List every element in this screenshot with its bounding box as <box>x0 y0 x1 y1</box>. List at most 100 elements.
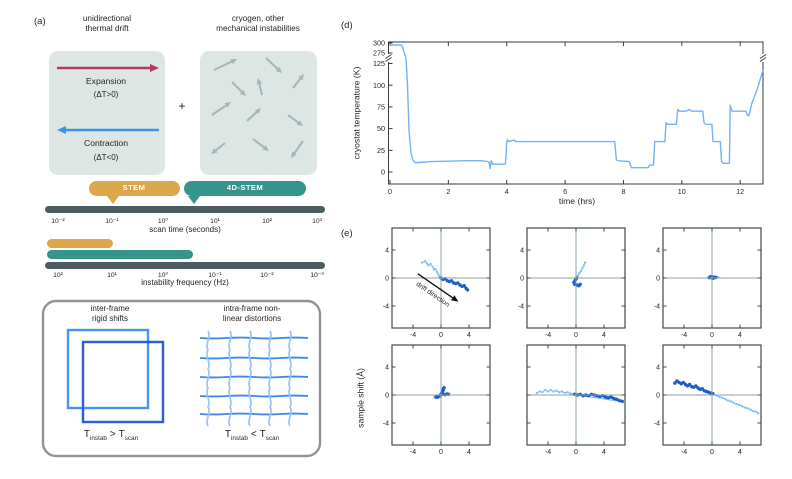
stem-pointer-icon <box>107 196 119 204</box>
instability-box-title-line2: mechanical instabilities <box>216 24 300 33</box>
relation-lhs: T <box>224 429 232 440</box>
instability-axis-label: instability frequency (Hz) <box>141 278 229 287</box>
trajectory-light-point <box>729 400 733 403</box>
drift-direction-label: drift direction <box>415 281 451 309</box>
frame-square-1 <box>66 328 150 410</box>
4d-stem-badge-label: 4D-STEM <box>226 183 264 192</box>
trajectory-dark-point <box>598 394 602 399</box>
subplot-y-tick-label: -4 <box>654 420 660 427</box>
trajectory-dark-point <box>456 281 460 285</box>
scan-time-tick-label: 10⁻¹ <box>105 218 119 225</box>
instability-arrow-head <box>256 78 263 85</box>
axis-break-icon <box>385 57 392 62</box>
instability-arrow-head <box>239 89 246 96</box>
panel-a-label: (a) <box>34 16 46 27</box>
y-tick-label: 275 <box>373 49 385 58</box>
relation-lhs: T <box>83 429 91 440</box>
subplot-x-tick-label: -4 <box>410 332 416 339</box>
grid-vertical-wavy-line <box>228 330 232 427</box>
scan-time-axis-label: scan time (seconds) <box>149 225 221 234</box>
trajectory-dark-point <box>449 279 454 283</box>
instability-box-title-line1: cryogen, other <box>231 14 285 23</box>
subplot-y-tick-label: 0 <box>385 275 389 282</box>
trajectory-light-point <box>546 390 550 393</box>
intraframe-title-line1: intra-frame non- <box>223 304 281 313</box>
scan-time-tick-label: 10³ <box>312 218 323 225</box>
intraframe-relation: Tinstab < Tscan <box>224 429 280 443</box>
trajectory-dark-point <box>700 387 704 391</box>
subplot-x-tick-label: 4 <box>602 332 606 339</box>
plus-sign: + <box>178 99 186 113</box>
instability-arrow <box>293 140 304 154</box>
trajectory-dark-point <box>617 398 622 403</box>
grid-horizontal-line <box>199 394 309 398</box>
trajectory-light-point <box>420 261 424 264</box>
instability-arrow-head <box>275 66 282 73</box>
trajectory-light-point <box>718 395 721 399</box>
trajectory-light-point <box>538 390 541 393</box>
temperature-curve <box>389 44 764 170</box>
trajectory-dark-point <box>606 396 610 400</box>
trajectory-light-point <box>566 391 569 394</box>
axis-break-icon <box>759 54 767 59</box>
instability-arrow <box>246 111 258 122</box>
x-tick-label: 8 <box>621 187 625 196</box>
subplot-x-tick-label: 4 <box>738 332 742 339</box>
subplot-y-tick-label: 0 <box>520 275 524 282</box>
expansion-arrow-head <box>150 64 159 72</box>
scan-time-tick-label: 10¹ <box>210 218 221 225</box>
subplot-x-tick-label: 4 <box>467 449 471 456</box>
trajectory-light-point <box>732 401 735 404</box>
sample-shift-axis-label: sample shift (Å) <box>355 368 366 428</box>
grid-horizontal-line <box>199 375 309 379</box>
instability-arrow-head <box>224 102 231 108</box>
trajectory-light-point <box>743 406 747 409</box>
subplot-x-tick-label: 0 <box>439 449 443 456</box>
relation-rhs-sub: scan <box>265 435 280 442</box>
trajectory-dark-point <box>609 395 613 399</box>
instability-arrow <box>211 104 227 116</box>
instability-arrow <box>213 60 233 71</box>
grid-vertical-wavy-line <box>268 330 272 427</box>
subplot-y-tick-label: 4 <box>656 364 660 371</box>
grid-vertical-wavy-line <box>206 330 210 427</box>
trajectory-light-point <box>721 396 724 399</box>
relation-rhs: T <box>118 429 125 440</box>
4d-stem-badge <box>184 181 306 196</box>
axis-break-gap <box>760 54 766 62</box>
x-tick-label: 12 <box>736 187 744 196</box>
intraframe-title-line2: linear distortions <box>222 314 282 323</box>
subplot-y-tick-label: -4 <box>518 303 524 310</box>
trajectory-light-point <box>746 407 749 410</box>
trajectory-light-point <box>560 390 564 393</box>
trajectory-light-point <box>757 412 760 415</box>
contraction-label: Contraction <box>84 138 128 148</box>
axis-break-gap <box>386 54 391 62</box>
contraction-delta-label: (ΔT<0) <box>93 153 119 162</box>
trajectory-light-point <box>583 261 587 264</box>
trajectory-dark-point <box>578 282 582 286</box>
relation-operator: < <box>250 429 257 440</box>
y-tick-label: 125 <box>373 59 385 68</box>
axis-break-icon <box>759 57 767 62</box>
trajectory-light-point <box>581 267 584 270</box>
trajectory-light-point <box>552 390 555 393</box>
trajectory-light-point <box>434 267 437 271</box>
subplot-y-tick-label: -4 <box>654 303 660 310</box>
x-tick-label: 0 <box>388 187 392 196</box>
subplot-y-tick-label: 0 <box>656 392 660 399</box>
trajectory-dark-point <box>612 396 616 401</box>
trajectory-dark-point <box>694 384 698 388</box>
subplot-y-tick-label: 4 <box>385 247 389 254</box>
expansion-delta-label: (ΔT>0) <box>93 90 119 99</box>
trajectory-light-point <box>555 389 558 392</box>
trajectory-light-point <box>544 388 547 392</box>
trajectory-dark-point <box>687 382 692 387</box>
relation-rhs: T <box>259 429 266 440</box>
temperature-plot-frame <box>388 41 764 185</box>
subplot-x-tick-label: -4 <box>681 449 687 456</box>
y-tick-label: 300 <box>373 39 385 48</box>
thermal-box-title-line1: unidirectional <box>82 14 132 23</box>
